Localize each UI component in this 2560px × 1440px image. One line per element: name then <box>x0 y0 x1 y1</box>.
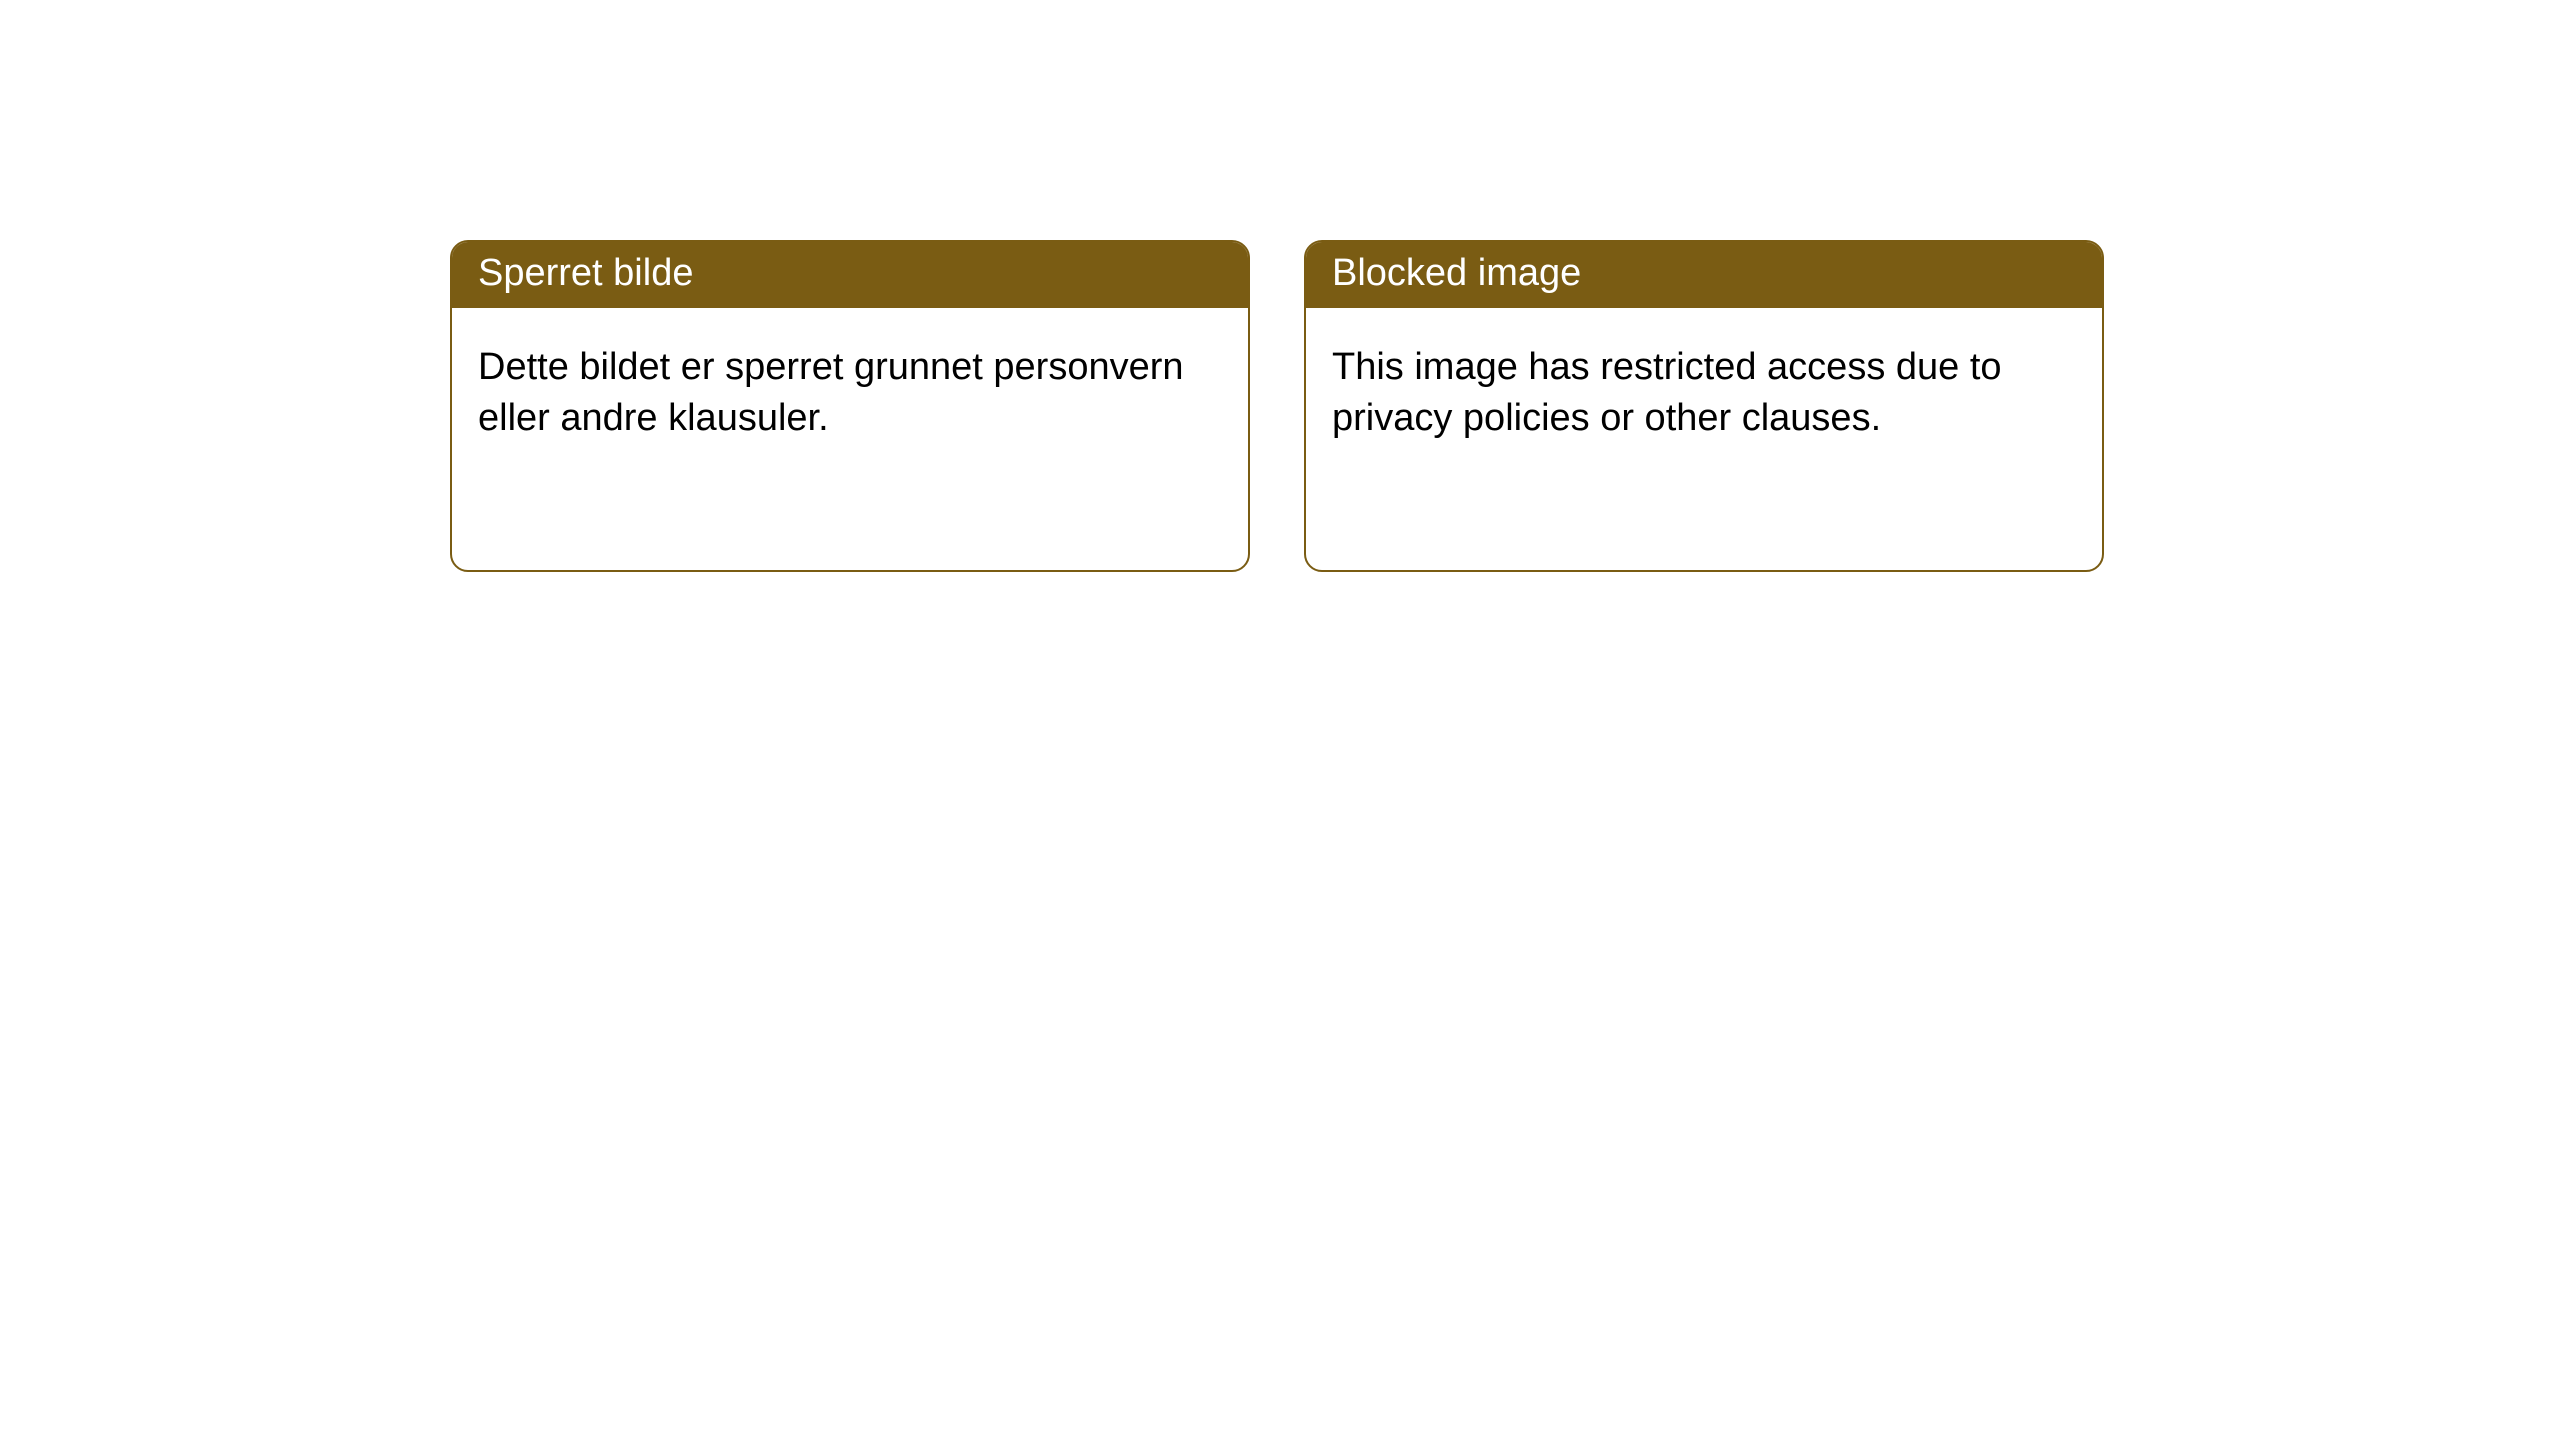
notice-card-english: Blocked image This image has restricted … <box>1304 240 2104 572</box>
notice-body: Dette bildet er sperret grunnet personve… <box>452 308 1248 479</box>
notice-title: Blocked image <box>1306 242 2102 308</box>
notice-body: This image has restricted access due to … <box>1306 308 2102 479</box>
notice-card-norwegian: Sperret bilde Dette bildet er sperret gr… <box>450 240 1250 572</box>
notice-title: Sperret bilde <box>452 242 1248 308</box>
notice-container: Sperret bilde Dette bildet er sperret gr… <box>0 0 2560 572</box>
